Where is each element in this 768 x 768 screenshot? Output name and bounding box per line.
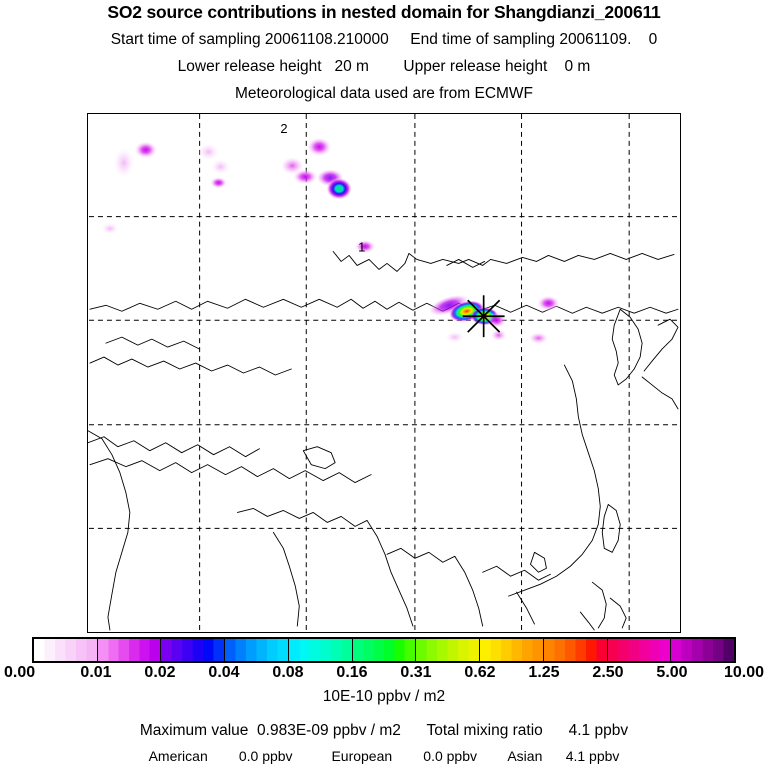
colorbar-tick-9: 2.50 <box>592 664 624 681</box>
colorbar-segment-1 <box>97 639 162 661</box>
domain-label-2: 2 <box>280 121 287 136</box>
release-heights-line: Lower release height 20 m Upper release … <box>177 58 591 75</box>
release-site-star-icon <box>462 295 505 338</box>
colorbar-segment-3 <box>225 639 289 661</box>
colorbar-tick-0: 0.00 <box>4 664 36 681</box>
map-gridlines <box>88 114 680 632</box>
colorbar-segment-9 <box>607 639 672 661</box>
colorbar-segment-6 <box>416 639 481 661</box>
colorbar-segment-4 <box>288 639 353 661</box>
colorbar-segment-0 <box>34 639 98 661</box>
colorbar-segment-7 <box>480 639 544 661</box>
colorbar-tick-3: 0.04 <box>208 664 240 681</box>
meteorological-data-line: Meteorological data used are from ECMWF <box>234 85 534 102</box>
page-title: SO2 source contributions in nested domai… <box>107 2 661 22</box>
map-svg: 2 1 <box>88 114 680 632</box>
coastline-layer <box>88 251 679 631</box>
colorbar-tick-11: 10.00 <box>723 664 764 681</box>
colorbar-gradient <box>32 637 736 663</box>
plume-layer <box>100 136 561 345</box>
colorbar-segment-5 <box>352 639 417 661</box>
colorbar-segment-10 <box>671 639 735 661</box>
sampling-times-line: Start time of sampling 20061108.210000 E… <box>110 31 658 48</box>
stats-line-regions: American 0.0 ppbv European 0.0 ppbv Asia… <box>148 748 620 764</box>
domain-label-1: 1 <box>358 239 365 254</box>
colorbar-tick-6: 0.31 <box>400 664 432 681</box>
colorbar-unit-label: 10E-10 ppbv / m2 <box>322 688 446 705</box>
colorbar-segment-8 <box>543 639 608 661</box>
colorbar-tick-8: 1.25 <box>528 664 560 681</box>
map-plot-area: 2 1 <box>87 113 681 633</box>
colorbar-tick-labels: 0.00 0.01 0.02 0.04 0.08 0.16 0.31 0.62 1.25 2.50… <box>0 664 768 684</box>
colorbar-tick-1: 0.01 <box>80 664 112 681</box>
colorbar-tick-5: 0.16 <box>336 664 368 681</box>
colorbar-tick-4: 0.08 <box>272 664 304 681</box>
colorbar-segment-2 <box>161 639 226 661</box>
colorbar-tick-2: 0.02 <box>144 664 176 681</box>
stats-line-primary: Maximum value 0.983E-09 ppbv / m2 Total … <box>139 722 629 739</box>
colorbar-tick-10: 5.00 <box>656 664 688 681</box>
colorbar-tick-7: 0.62 <box>464 664 496 681</box>
colorbar <box>32 637 736 663</box>
